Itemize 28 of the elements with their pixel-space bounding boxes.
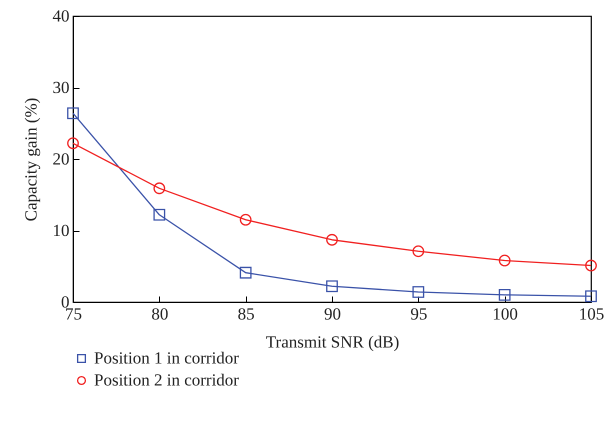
y-tick-label: 40 bbox=[52, 6, 70, 26]
point bbox=[67, 107, 79, 120]
point bbox=[153, 208, 166, 221]
legend-label: Position 1 in corridor bbox=[94, 348, 240, 368]
point bbox=[326, 280, 338, 292]
point bbox=[412, 286, 424, 298]
point bbox=[585, 290, 597, 302]
x-tick-label: 90 bbox=[324, 304, 341, 324]
point bbox=[498, 288, 511, 301]
x-tick-label: 100 bbox=[492, 304, 518, 324]
point bbox=[67, 137, 79, 150]
x-tick-label: 95 bbox=[410, 304, 428, 324]
point bbox=[585, 260, 597, 272]
y-tick-label: 20 bbox=[52, 150, 70, 168]
point bbox=[240, 214, 252, 226]
point bbox=[153, 182, 166, 194]
x-tick-label: 80 bbox=[151, 304, 168, 324]
point bbox=[240, 266, 252, 279]
y-tick-label: 30 bbox=[52, 78, 70, 97]
x-axis-title: Transmit SNR (dB) bbox=[266, 332, 400, 352]
y-axis-title: Capacity gain (%) bbox=[22, 98, 40, 222]
point bbox=[412, 245, 424, 258]
legend-label: Position 2 in corridor bbox=[94, 370, 240, 390]
x-tick-label: 105 bbox=[578, 304, 604, 324]
point bbox=[326, 234, 338, 246]
point bbox=[498, 254, 511, 266]
x-tick-label: 85 bbox=[238, 304, 255, 324]
y-tick-label: 10 bbox=[52, 221, 70, 240]
